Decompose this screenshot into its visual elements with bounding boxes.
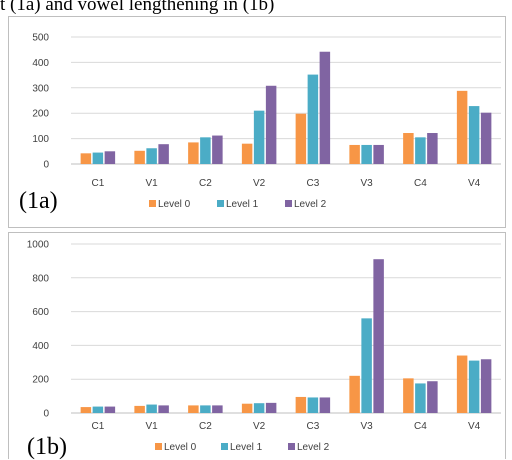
legend-label-a-level0: Level 0 [158,199,191,210]
x-tick-label-a-C1: C1 [91,178,104,189]
bar-b-V4-level0 [456,355,468,413]
bar-a-V2-level1 [253,110,265,164]
bar-a-V3-level0 [349,144,360,164]
legend-label-a-level1: Level 1 [226,199,259,210]
legend-label-b-level1: Level 1 [230,442,263,453]
x-tick-label-a-V3: V3 [361,178,374,189]
bar-a-V1-level1 [146,148,157,164]
y-tick-label-b-400: 400 [32,341,49,352]
bar-chart-1b: 0 200 400 600 800 1000 C1 V1 C2 V2 C3 V3 C4 V4 (1b) Lev… [27,240,501,460]
x-tick-label-b-V4: V4 [468,421,481,432]
bar-a-V3-level1 [361,144,372,164]
panel-label-a: (1a) [19,188,58,214]
legend-swatch-a-level1 [217,200,224,207]
bar-a-V1-level2 [158,144,169,164]
y-tick-label-a-100: 100 [32,134,49,145]
bar-a-V4-level2 [480,112,492,164]
x-tick-label-a-V4: V4 [468,178,481,189]
x-tick-label-b-C2: C2 [199,421,212,432]
bar-b-C2-level2 [212,405,223,413]
bar-b-C3-level0 [295,396,307,413]
bar-b-V2-level1 [253,403,265,413]
bar-b-C4-level2 [427,381,438,413]
y-tick-label-b-800: 800 [32,273,49,284]
x-tick-label-a-C4: C4 [414,178,427,189]
bar-b-V1-level2 [158,405,169,413]
bar-b-C3-level2 [319,397,331,413]
bar-a-V4-level0 [456,90,468,164]
bar-b-V3-level0 [349,375,360,413]
bar-a-C3-level2 [319,51,331,165]
bar-b-C2-level0 [188,405,199,413]
bar-a-C3-level0 [295,113,307,164]
bar-a-C2-level2 [212,135,223,164]
bar-b-V2-level2 [265,402,277,413]
figure-caption: t (1a) and vowel lengthening in (1b) [0,0,275,15]
y-tick-label-b-600: 600 [32,307,49,318]
bar-a-C2-level1 [200,137,211,164]
bar-a-C4-level0 [403,133,414,164]
bar-a-C1-level1 [92,152,104,164]
bar-a-V4-level1 [468,106,480,164]
bar-chart-1a: 0 100 200 300 400 500 C1 V1 C2 V2 C3 V3 C4 V4 (1a) Leve… [19,33,501,214]
x-tick-label-b-V1: V1 [146,421,159,432]
bar-a-C3-level1 [307,74,319,164]
bar-b-V4-level1 [468,360,480,413]
legend-label-b-level2: Level 2 [297,442,330,453]
bar-a-C4-level1 [415,137,426,164]
legend-swatch-b-level1 [221,443,228,450]
x-tick-label-a-C3: C3 [306,178,319,189]
bar-b-V4-level2 [480,359,492,413]
x-tick-label-b-C3: C3 [306,421,319,432]
y-tick-label-b-1000: 1000 [27,240,50,251]
legend-label-a-level2: Level 2 [294,199,327,210]
y-tick-label-a-300: 300 [32,83,49,94]
bar-a-C1-level0 [80,153,92,164]
x-tick-label-b-C1: C1 [91,421,104,432]
bar-b-C4-level1 [415,383,426,413]
y-tick-label-b-0: 0 [43,409,49,420]
legend-swatch-b-level0 [155,443,162,450]
bar-a-V3-level2 [373,144,384,164]
x-tick-label-a-C2: C2 [199,178,212,189]
legend-swatch-a-level2 [285,200,292,207]
x-tick-label-a-V2: V2 [253,178,266,189]
bar-b-C1-level1 [92,406,104,413]
x-tick-label-b-C4: C4 [414,421,427,432]
bar-b-C4-level0 [403,378,414,413]
bar-b-C1-level2 [104,406,116,413]
x-tick-label-a-V1: V1 [146,178,159,189]
y-tick-label-a-400: 400 [32,58,49,69]
chart-panel-1a: 0 100 200 300 400 500 C1 V1 C2 V2 C3 V3 C4 V4 (1a) Leve… [8,16,506,228]
bar-a-V2-level0 [241,143,253,164]
chart-panel-1b: 0 200 400 600 800 1000 C1 V1 C2 V2 C3 V3 C4 V4 (1b) Lev… [8,232,506,460]
x-tick-label-b-V2: V2 [253,421,266,432]
legend-swatch-a-level0 [149,200,156,207]
x-tick-label-b-V3: V3 [361,421,374,432]
bar-b-V1-level0 [134,405,145,413]
bar-b-C3-level1 [307,397,319,413]
bar-b-V3-level2 [373,259,384,413]
y-tick-label-a-500: 500 [32,33,49,44]
bar-b-V3-level1 [361,318,372,413]
bar-a-V1-level0 [134,150,145,164]
bar-a-V2-level2 [265,85,277,164]
legend-label-b-level0: Level 0 [164,442,197,453]
bar-b-V1-level1 [146,404,157,413]
legend-swatch-b-level2 [288,443,295,450]
y-tick-label-a-200: 200 [32,109,49,120]
bar-a-C1-level2 [104,151,116,164]
bar-b-C2-level1 [200,405,211,413]
bar-a-C4-level2 [427,133,438,164]
y-tick-label-a-0: 0 [43,160,49,171]
bar-a-C2-level0 [188,142,199,164]
panel-label-b: (1b) [27,434,67,460]
y-tick-label-b-200: 200 [32,375,49,386]
bar-b-V2-level0 [241,403,253,413]
bar-b-C1-level0 [80,407,92,413]
